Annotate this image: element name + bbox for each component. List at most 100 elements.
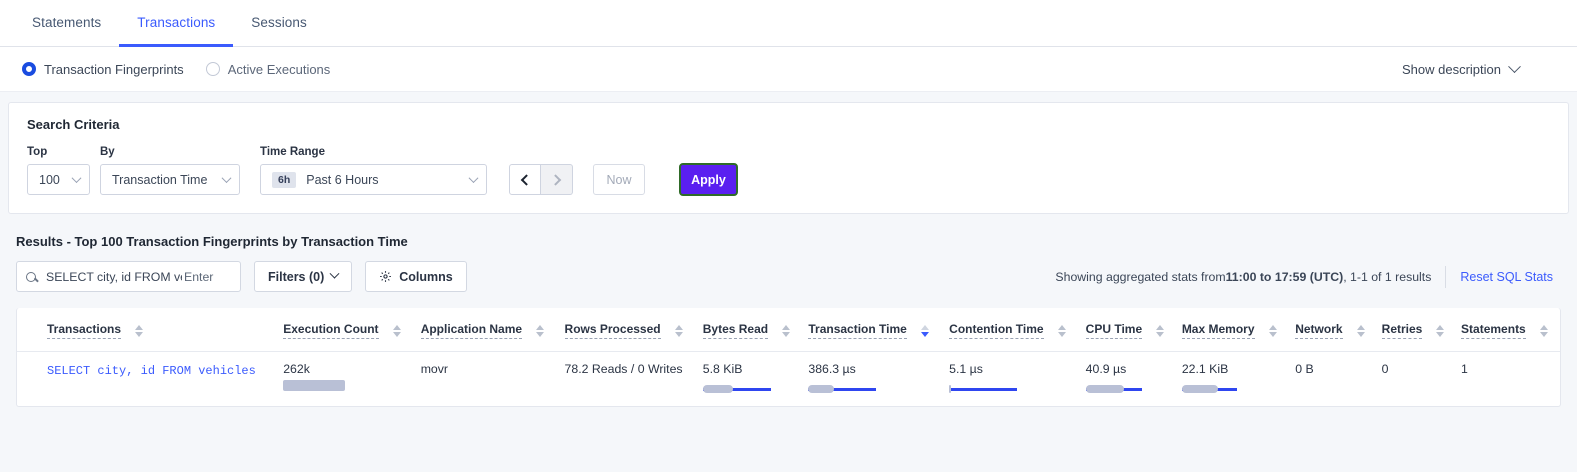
chevron-down-icon [71,173,82,184]
column-label: Bytes Read [702,322,769,339]
contention-time-bar [949,385,1027,393]
radio-selected-icon [22,62,36,76]
cell-application-name: movr [415,352,559,407]
search-input[interactable] [44,268,184,285]
view-mode-row: Transaction Fingerprints Active Executio… [0,47,1577,92]
column-header-network[interactable]: Network [1289,308,1375,352]
cpu-time-value: 40.9 µs [1085,362,1127,376]
sort-icon[interactable] [782,324,791,337]
radio-active-executions[interactable]: Active Executions [205,61,331,77]
sort-icon[interactable] [1057,324,1066,337]
rows-processed-value: 78.2 Reads / 0 Writes [564,362,683,376]
column-header-rows-processed[interactable]: Rows Processed [559,308,697,352]
column-header-transaction-time[interactable]: Transaction Time [802,308,943,352]
column-header-bytes-read[interactable]: Bytes Read [697,308,803,352]
column-label: CPU Time [1085,322,1143,339]
gear-icon [379,270,392,283]
search-criteria-title: Search Criteria [27,117,120,132]
columns-label: Columns [399,269,453,284]
column-header-execution-count[interactable]: Execution Count [277,308,414,352]
cell-execution-count: 262k [277,352,414,407]
sort-icon[interactable] [135,324,144,337]
chevron-down-icon [1508,59,1521,73]
sort-icon[interactable] [674,324,683,337]
cpu-time-bar [1085,385,1164,393]
sort-icon[interactable] [1356,324,1365,337]
radio-transaction-fingerprints[interactable]: Transaction Fingerprints [22,62,184,77]
sort-icon[interactable] [1268,324,1277,337]
by-select[interactable]: Transaction Time [100,164,240,195]
network-value: 0 B [1295,362,1314,376]
divider [1445,265,1447,288]
sort-icon-active[interactable] [920,324,929,337]
top-label: Top [27,146,48,158]
by-label: By [100,146,115,158]
chevron-right-icon [549,173,561,186]
max-memory-value: 22.1 KiB [1181,362,1229,376]
application-name-value: movr [420,362,449,376]
show-description-label: Show description [1402,61,1501,77]
transaction-link[interactable]: SELECT city, id FROM vehicles [47,364,256,378]
sort-icon[interactable] [536,324,545,337]
results-title: Results - Top 100 Transaction Fingerprin… [16,234,408,249]
columns-button[interactable]: Columns [365,261,467,292]
contention-time-value: 5.1 µs [949,362,983,376]
time-range-label: Time Range [260,146,325,158]
transactions-table: Transactions Execution Count Application… [17,308,1560,406]
cell-cpu-time: 40.9 µs [1080,352,1176,407]
table-body: SELECT city, id FROM vehicles 262k movr … [17,351,1560,407]
execution-count-value: 262k [283,362,310,376]
table-header-row: Transactions Execution Count Application… [17,308,1560,352]
stats-time-range: 11:00 to 17:59 (UTC) [1225,269,1344,284]
radio-unselected-icon [205,62,220,76]
aggregated-stats-info: Showing aggregated stats from 11:00 to 1… [1055,265,1561,288]
sort-icon[interactable] [1156,324,1165,337]
time-range-badge: 6h [272,171,297,188]
previous-time-button[interactable] [509,164,541,195]
show-description-toggle[interactable]: Show description [1402,59,1555,77]
time-range-select[interactable]: 6h Past 6 Hours [260,164,487,195]
chevron-down-icon [468,173,479,184]
enter-hint: Enter [184,269,214,284]
column-label: Max Memory [1181,322,1255,339]
search-criteria-controls: Top 100 By Transaction Time Time Range 6… [9,132,1568,213]
cell-statements: 1 [1455,352,1560,407]
column-header-cpu-time[interactable]: CPU Time [1080,308,1176,352]
cell-bytes-read: 5.8 KiB [697,352,803,407]
retries-value: 0 [1381,362,1389,376]
search-icon [26,271,36,282]
time-nav-group [509,164,573,195]
tab-statements[interactable]: Statements [32,14,102,30]
column-header-max-memory[interactable]: Max Memory [1176,308,1289,352]
column-label: Application Name [420,322,523,339]
search-box[interactable]: Enter [16,261,241,292]
reset-sql-stats-link[interactable]: Reset SQL Stats [1460,269,1553,284]
sort-icon[interactable] [1539,324,1548,337]
sort-icon[interactable] [1436,324,1445,337]
time-range-value: Past 6 Hours [306,172,379,187]
column-header-application-name[interactable]: Application Name [415,308,559,352]
top-field: Top 100 [27,146,90,195]
statements-value: 1 [1461,362,1468,376]
transactions-table-card: Transactions Execution Count Application… [16,308,1561,407]
column-header-transactions[interactable]: Transactions [17,308,277,352]
column-header-statements[interactable]: Statements [1455,308,1560,352]
stats-suffix: , 1-1 of 1 results [1343,269,1432,284]
column-header-retries[interactable]: Retries [1376,308,1455,352]
next-time-button[interactable] [541,164,573,195]
apply-button[interactable]: Apply [679,163,738,196]
tab-transactions[interactable]: Transactions [119,0,234,47]
column-label: Transaction Time [808,322,907,339]
filters-button[interactable]: Filters (0) [254,261,353,292]
execution-count-bar [283,380,346,391]
now-button[interactable]: Now [593,164,645,195]
radio-label-fingerprints: Transaction Fingerprints [44,61,184,77]
column-header-contention-time[interactable]: Contention Time [943,308,1080,352]
table-header: Transactions Execution Count Application… [17,308,1560,352]
tab-sessions[interactable]: Sessions [251,14,307,30]
stats-prefix: Showing aggregated stats from [1055,269,1226,284]
top-select[interactable]: 100 [27,164,90,195]
sort-icon[interactable] [392,324,401,337]
radio-label-active-executions: Active Executions [227,61,331,77]
transaction-time-bar [808,385,886,393]
